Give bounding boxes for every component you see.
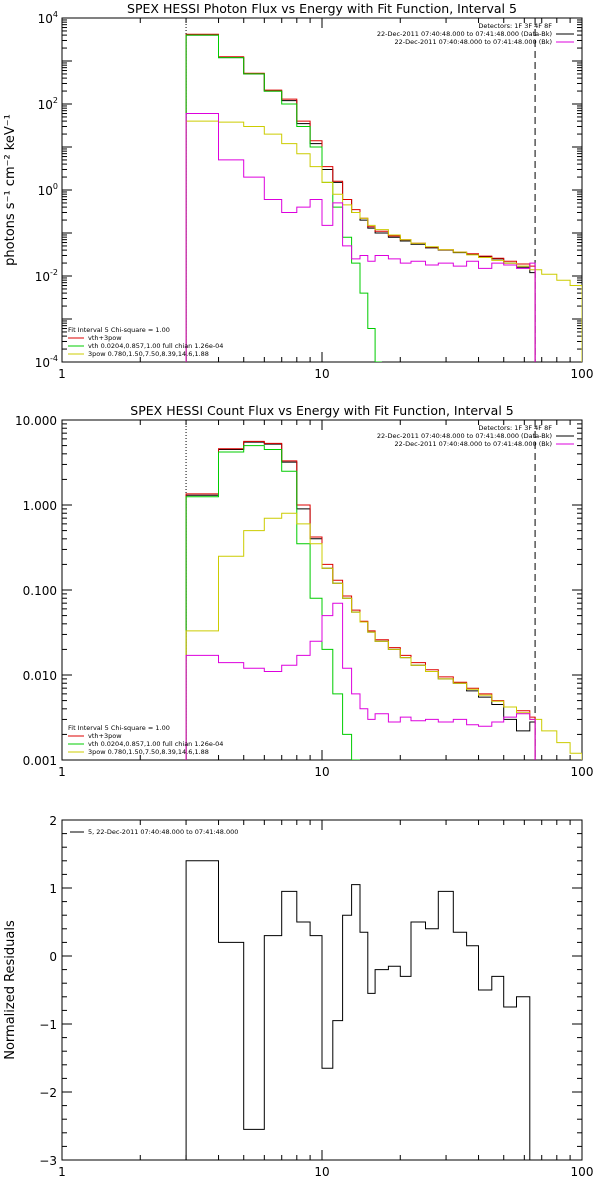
panel-2: SPEX HESSI Count Flux vs Energy with Fit…: [15, 403, 593, 779]
legend-entry: vth+3pow: [88, 334, 122, 342]
x-tick-label: 100: [571, 367, 594, 381]
y-tick-label: 104: [38, 10, 58, 26]
y-tick-label: 0.001: [23, 754, 57, 768]
y-tick-label: 10-4: [35, 354, 58, 370]
x-tick-label: 1: [58, 367, 66, 381]
series-group: [185, 440, 582, 760]
legend-entry: vth+3pow: [88, 732, 122, 740]
legend-entry: 3pow 0.780,1.50,7.50,8.39,14.6,1.88: [88, 350, 209, 358]
series-vth: [185, 445, 360, 760]
chart-title: SPEX HESSI Photon Flux vs Energy with Fi…: [127, 1, 517, 16]
legend-entry: 22-Dec-2011 07:40:48.000 to 07:41:48.000…: [377, 30, 552, 38]
plot-frame: [61, 17, 583, 363]
y-tick-label: 0: [49, 950, 57, 964]
y-tick-label: 0.100: [23, 584, 57, 598]
y-tick-label: 1: [49, 882, 57, 896]
legend-entry: 22-Dec-2011 07:40:48.000 to 07:41:48.000…: [377, 432, 552, 440]
y-axis-label: Normalized Residuals: [3, 920, 18, 1060]
legend-entry: Detectors: 1F 3F 4F 8F: [478, 424, 552, 432]
y-tick-label: 2: [49, 814, 57, 828]
y-tick-base: 10: [35, 270, 50, 284]
y-tick-label: 10-2: [35, 268, 58, 284]
y-tick-label: 102: [38, 96, 58, 112]
x-tick-label: 10: [314, 367, 329, 381]
legend-entry: Detectors: 1F 3F 4F 8F: [478, 22, 552, 30]
series-data-bk: [185, 34, 536, 362]
legend-entry: Fit Interval 5 Chi-square = 1.00: [68, 326, 170, 334]
x-tick-label: 10: [314, 765, 329, 779]
y-tick-exponent: 0: [53, 182, 58, 191]
y-tick-label: −3: [39, 1154, 57, 1168]
panel-1: SPEX HESSI Photon Flux vs Energy with Fi…: [3, 1, 593, 381]
legend-entry: vth 0.0204,0.857,1.00 full chian 1.26e-0…: [88, 740, 223, 748]
legend-entry: 3pow 0.780,1.50,7.50,8.39,14.6,1.88: [88, 748, 209, 756]
legend-entry: Fit Interval 5 Chi-square = 1.00: [68, 724, 170, 732]
legend-entry: vth 0.0204,0.857,1.00 full chian 1.26e-0…: [88, 342, 223, 350]
y-tick-label: −1: [39, 1018, 57, 1032]
y-tick-label: 100: [38, 182, 58, 198]
y-tick-base: 10: [38, 184, 53, 198]
y-tick-base: 10: [38, 98, 53, 112]
y-tick-base: 10: [35, 356, 50, 370]
y-tick-label: 10.000: [15, 414, 57, 428]
legend-entry: 5, 22-Dec-2011 07:40:48.000 to 07:41:48.…: [88, 828, 238, 836]
y-tick-exponent: 2: [53, 96, 58, 105]
series-vth: [185, 34, 382, 362]
x-tick-label: 100: [571, 1165, 594, 1179]
y-tick-exponent: -2: [50, 268, 58, 277]
series-vth-3pow: [185, 440, 536, 760]
y-tick-label: 1.000: [23, 499, 57, 513]
series-group: [185, 33, 582, 362]
series-3pow: [185, 120, 582, 362]
series-3pow: [185, 512, 582, 760]
y-tick-base: 10: [38, 12, 53, 26]
y-tick-label: −2: [39, 1086, 57, 1100]
x-tick-label: 100: [571, 765, 594, 779]
x-tick-label: 10: [314, 1165, 329, 1179]
legend-entry: 22-Dec-2011 07:40:48.000 to 07:41:48.000…: [395, 440, 553, 448]
x-tick-label: 1: [58, 765, 66, 779]
y-tick-exponent: 4: [53, 10, 58, 19]
series-group: [185, 860, 531, 1160]
series-vth-3pow: [185, 33, 536, 362]
y-axis-label: photons s⁻¹ cm⁻² keV⁻¹: [3, 114, 18, 266]
legend-entry: 22-Dec-2011 07:40:48.000 to 07:41:48.000…: [395, 38, 553, 46]
series-bk: [185, 113, 536, 362]
x-tick-label: 1: [58, 1165, 66, 1179]
series-data-bk: [185, 441, 536, 760]
panel-3: 1 10 100 −3 −2 −1 0 1 2 Normalized Residuals 5, 22…: [3, 814, 593, 1179]
y-tick-label: 0.010: [23, 669, 57, 683]
y-tick-exponent: -4: [50, 354, 58, 363]
series-residuals: [185, 860, 531, 1160]
chart-title: SPEX HESSI Count Flux vs Energy with Fit…: [130, 403, 513, 418]
series-bk: [185, 602, 536, 760]
